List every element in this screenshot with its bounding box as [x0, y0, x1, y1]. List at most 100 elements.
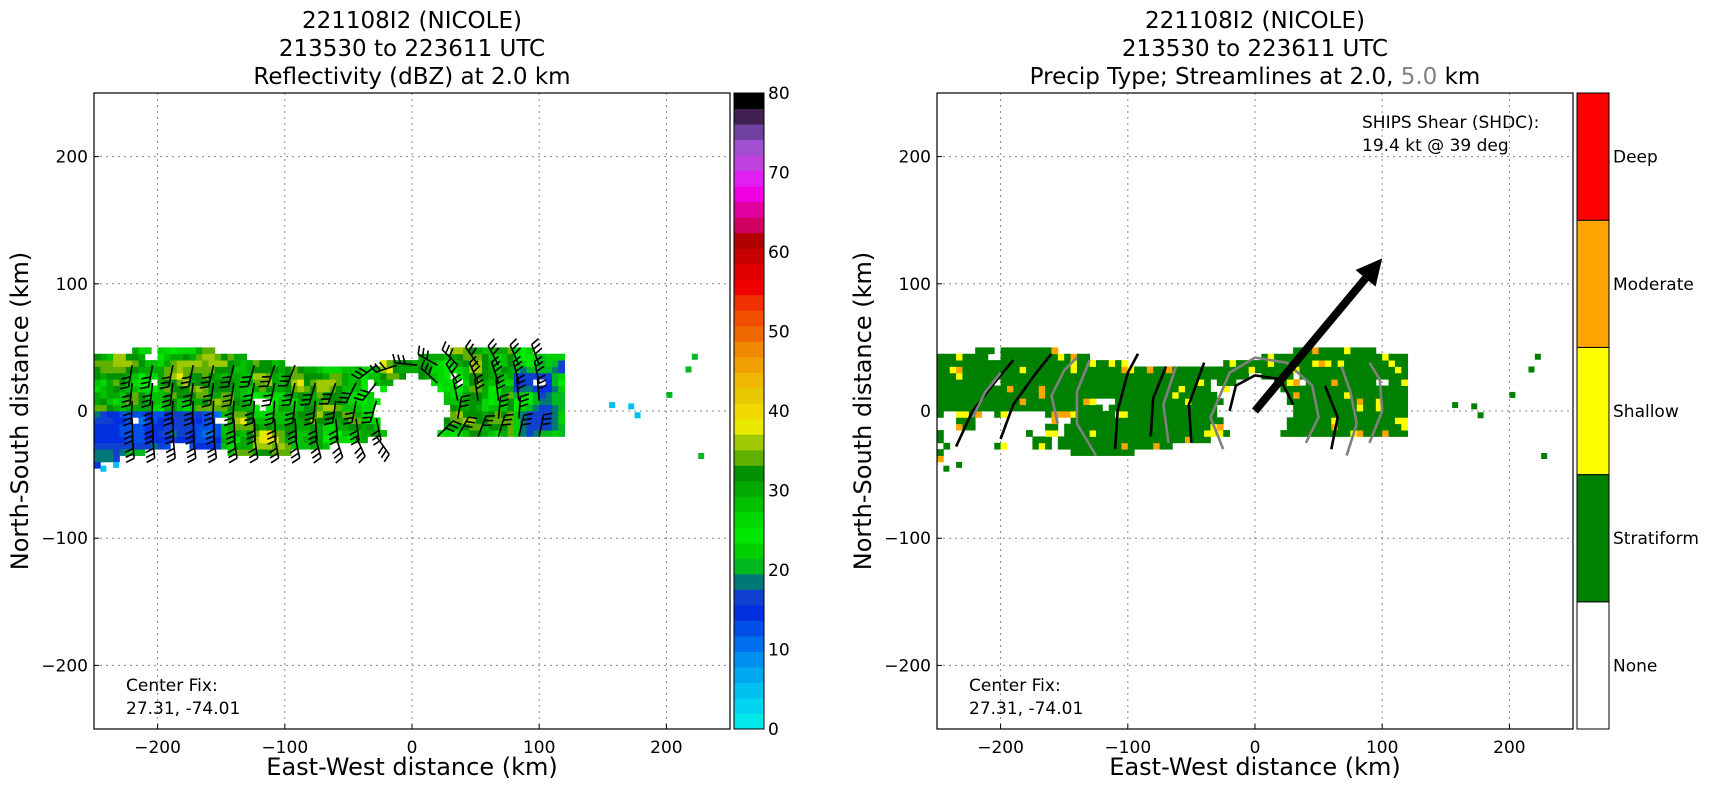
precip-type-cell	[937, 373, 944, 380]
precip-type-cell	[1064, 398, 1071, 405]
precip-type-cell	[1382, 411, 1389, 418]
precip-type-cell	[943, 405, 950, 412]
precip-type-cell	[1293, 430, 1300, 437]
precip-type-cell	[1001, 386, 1008, 393]
reflectivity-cell	[196, 398, 203, 405]
precip-type-cell	[1395, 360, 1402, 367]
x-tick-label: −200	[977, 738, 1024, 758]
precip-type-cell	[1363, 411, 1370, 418]
precip-type-cell	[1274, 354, 1281, 361]
precip-type-cell	[1039, 443, 1046, 450]
precip-type-cell	[1096, 436, 1103, 443]
y-tick-label: −100	[41, 529, 88, 549]
precip-type-cell	[1312, 366, 1319, 373]
precip-type-cell	[1147, 436, 1154, 443]
reflectivity-cell	[482, 405, 489, 412]
reflectivity-cell	[520, 354, 527, 361]
precip-type-cell	[1039, 379, 1046, 386]
precip-type-cell	[1306, 366, 1313, 373]
precip-type-cell	[1261, 366, 1268, 373]
reflectivity-cell	[507, 430, 514, 437]
precip-type-cell	[1395, 373, 1402, 380]
precip-type-cell	[1077, 360, 1084, 367]
reflectivity-cell	[259, 443, 266, 450]
precip-type-cell	[1325, 354, 1332, 361]
reflectivity-cell	[107, 366, 114, 373]
reflectivity-cell	[113, 443, 120, 450]
reflectivity-cell	[310, 379, 317, 386]
precip-type-cell	[1319, 347, 1326, 354]
colorbar-bin	[734, 636, 764, 652]
precip-type-cell	[1141, 386, 1148, 393]
precip-type-cell	[982, 354, 989, 361]
precip-type-cell	[1115, 360, 1122, 367]
colorbar-bin	[734, 574, 764, 590]
title-suffix: km	[1445, 64, 1481, 90]
precip-type-cell	[1369, 417, 1376, 424]
reflectivity-cell	[539, 392, 546, 399]
precip-type-cell	[1319, 392, 1326, 399]
reflectivity-cell	[215, 360, 222, 367]
reflectivity-cell	[189, 347, 196, 354]
colorbar-bin	[734, 186, 764, 202]
precip-type-cell	[1191, 405, 1198, 412]
precip-type-cell	[1179, 411, 1186, 418]
precip-type-cell	[1128, 379, 1135, 386]
precip-type-cell	[1357, 379, 1364, 386]
precip-type-cell	[1141, 405, 1148, 412]
reflectivity-cell	[196, 347, 203, 354]
reflectivity-cell	[342, 386, 349, 393]
reflectivity-cell	[94, 417, 101, 424]
reflectivity-cell	[526, 430, 533, 437]
reflectivity-cell	[558, 417, 565, 424]
title-prefix: Precip Type; Streamlines at 2.0,	[1030, 64, 1394, 90]
colorbar-bin	[734, 357, 764, 373]
precip-type-cell	[950, 392, 957, 399]
reflectivity-cell	[94, 360, 101, 367]
precip-type-cell	[1363, 379, 1370, 386]
reflectivity-cell	[215, 373, 222, 380]
reflectivity-cell	[228, 354, 235, 361]
precip-type-cell	[1325, 405, 1332, 412]
precip-type-cell	[1369, 398, 1376, 405]
precip-type-cell	[1153, 411, 1160, 418]
precip-type-cell	[1204, 430, 1211, 437]
reflectivity-cell	[107, 443, 114, 450]
reflectivity-cell	[94, 411, 101, 418]
reflectivity-cell	[533, 411, 540, 418]
precip-type-cell	[988, 373, 995, 380]
precip-type-cell	[1338, 379, 1345, 386]
reflectivity-cell	[539, 405, 546, 412]
reflectivity-cell	[164, 347, 171, 354]
reflectivity-cell	[437, 360, 444, 367]
colorbar-bin	[734, 589, 764, 605]
reflectivity-cell	[278, 449, 285, 456]
reflectivity-cell	[215, 424, 222, 431]
precip-type-cell	[1045, 398, 1052, 405]
reflectivity-cell	[317, 405, 324, 412]
reflectivity-cell	[100, 424, 107, 431]
reflectivity-cell	[482, 354, 489, 361]
precip-type-cell	[1039, 347, 1046, 354]
reflectivity-cell	[139, 436, 146, 443]
precip-type-cell	[1058, 386, 1065, 393]
precip-type-cell	[943, 443, 950, 450]
precip-type-cell	[969, 373, 976, 380]
reflectivity-cell	[107, 373, 114, 380]
precip-type-cell	[1102, 373, 1109, 380]
precip-type-cell	[988, 392, 995, 399]
precip-type-cell	[1007, 354, 1014, 361]
precip-type-cell	[1185, 379, 1192, 386]
reflectivity-cell	[488, 430, 495, 437]
precip-type-cell	[1363, 354, 1370, 361]
precip-type-cell	[937, 436, 944, 443]
precip-type-cell	[1121, 417, 1128, 424]
reflectivity-cell	[100, 373, 107, 380]
reflectivity-cell	[177, 354, 184, 361]
reflectivity-cell	[444, 430, 451, 437]
reflectivity-cell	[113, 386, 120, 393]
precip-type-cell	[937, 449, 944, 456]
reflectivity-cell	[463, 379, 470, 386]
precip-type-cell	[1344, 430, 1351, 437]
